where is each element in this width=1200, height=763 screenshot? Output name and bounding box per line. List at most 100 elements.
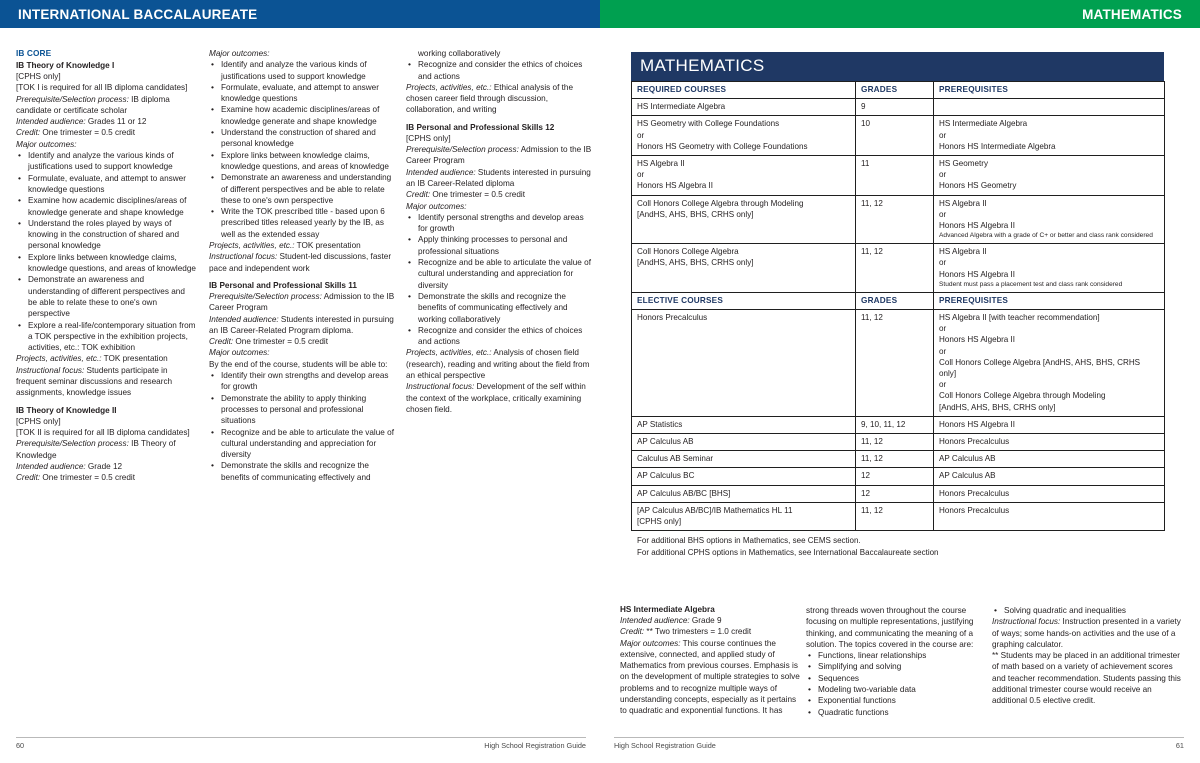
course-table: REQUIRED COURSES GRADES PREREQUISITES HS… (631, 80, 1165, 532)
cell-prerequisite-note: Student must pass a placement test and c… (939, 280, 1123, 288)
page-gutter-divider (600, 28, 601, 763)
cell-course-name: AP Calculus AB (631, 433, 856, 452)
value-instructional-focus: Student-led discussions, faster pace and… (209, 252, 392, 273)
value-intended-audience: Grade 12 (85, 461, 123, 471)
table-head-required: REQUIRED COURSES GRADES PREREQUISITES (631, 80, 1165, 100)
course-title-pps11: IB Personal and Professional Skills 11 (209, 280, 357, 290)
label-instructional-focus: Instructional focus: (406, 382, 475, 392)
cell-prerequisites: AP Calculus AB (933, 467, 1165, 486)
list-item: Apply thinking processes to personal and… (406, 234, 592, 257)
list-item: Demonstrate the ability to apply thinkin… (209, 393, 395, 427)
list-item: Formulate, evaluate, and attempt to answ… (209, 82, 395, 105)
cell-grades: 9 (855, 98, 934, 117)
value-projects: TOK presentation (101, 354, 168, 364)
label-major-outcomes: Major outcomes: (16, 139, 77, 149)
outcomes-list-pps12: Identify personal strengths and develop … (406, 212, 592, 348)
course-tok1-cphs-note: [CPHS only] (16, 72, 61, 81)
label-prerequisite: Prerequisite/Selection process: (16, 94, 129, 104)
footer-text-left: High School Registration Guide (484, 741, 586, 750)
list-item: Quadratic functions (806, 707, 986, 719)
footer-rule-left (16, 737, 586, 738)
mathematics-course-table: MATHEMATICS REQUIRED COURSES GRADES PRER… (631, 52, 1165, 558)
value-credit: One trimester = 0.5 credit (40, 128, 136, 138)
cell-grades: 11, 12 (855, 433, 934, 452)
cell-course-name: HS Geometry with College Foundations or Ho… (631, 115, 856, 157)
outcomes-list-tok2: Identify and analyze the various kinds o… (209, 59, 395, 240)
list-item: Formulate, evaluate, and attempt to answ… (16, 173, 196, 196)
continued-outcomes-text: strong threads woven throughout the cour… (806, 606, 974, 649)
label-projects: Projects, activities, etc.: (406, 82, 492, 92)
label-projects: Projects, activities, etc.: (209, 241, 295, 251)
label-prerequisite: Prerequisite/Selection process: (16, 439, 129, 449)
label-major-outcomes: Major outcomes: (209, 49, 270, 58)
continued-text-collaboratively: working collaboratively (418, 49, 501, 58)
outcomes-intro-pps11: By the end of the course, students will … (209, 359, 388, 369)
header-bar-right: MATHEMATICS (600, 0, 1200, 28)
list-item: Demonstrate an awareness and understandi… (16, 274, 196, 319)
list-item: Recognize and consider the ethics of cho… (406, 59, 592, 82)
header-title-right: MATHEMATICS (1082, 6, 1182, 22)
cell-grades: 11, 12 (855, 194, 934, 245)
list-item: Identify and analyze the various kinds o… (209, 59, 395, 82)
column-header-prerequisites: PREREQUISITES (933, 80, 1165, 100)
label-projects: Projects, activities, etc.: (16, 354, 102, 364)
list-item: Functions, linear relationships (806, 650, 986, 662)
footer-text-right: High School Registration Guide (614, 741, 716, 750)
value-projects: TOK presentation (294, 241, 361, 251)
label-instructional-focus: Instructional focus: (209, 252, 278, 262)
value-projects: Ethical analysis of the chosen career fi… (406, 82, 574, 115)
course-title-tok1: IB Theory of Knowledge I (16, 61, 115, 70)
value-credit: ** Two trimesters = 1.0 credit (644, 627, 752, 637)
cell-course-name: Coll Honors College Algebra [AndHS, AHS, … (631, 243, 856, 293)
value-prerequisite: IB Theory of Knowledge (16, 439, 176, 460)
cell-prerequisites: Honors Precalculus (933, 433, 1165, 452)
cell-prerequisites: HS Algebra II [with teacher recommendati… (933, 309, 1165, 417)
table-note: For additional BHS options in Mathematic… (637, 536, 861, 546)
label-intended-audience: Intended audience: (209, 314, 279, 324)
value-intended-audience: Grade 9 (689, 616, 722, 625)
table-footnotes: For additional BHS options in Mathematic… (637, 535, 1164, 558)
list-item: Demonstrate an awareness and understandi… (209, 172, 395, 206)
list-item: Demonstrate the skills and recognize the… (209, 460, 395, 483)
list-item: Simplifying and solving (806, 661, 986, 673)
course-pps12-cphs-note: [CPHS only] (406, 133, 451, 143)
value-instructional-focus: Instruction presented in a variety of wa… (992, 617, 1181, 649)
cell-grades: 12 (855, 484, 934, 503)
table-header-row: ELECTIVE COURSES GRADES PREREQUISITES (631, 291, 1165, 311)
table-row: Coll Honors College Algebra [AndHS, AHS, … (631, 243, 1165, 293)
label-credit: Credit: (406, 190, 431, 200)
label-major-outcomes: Major outcomes: (209, 348, 270, 358)
table-row: Coll Honors College Algebra through Mode… (631, 194, 1165, 245)
list-item: Identify and analyze the various kinds o… (16, 150, 196, 173)
column-header-grades: GRADES (855, 291, 934, 311)
list-item: Recognize and be able to articulate the … (209, 427, 395, 461)
table-row: HS Intermediate Algebra 9 (631, 98, 1165, 117)
cell-prerequisites: HS Intermediate Algebra or Honors HS Inter… (933, 115, 1165, 157)
label-intended-audience: Intended audience: (16, 461, 86, 471)
table-row: AP Calculus AB 11, 12 Honors Precalculus (631, 433, 1165, 452)
cell-prerequisites: HS Algebra II or Honors HS Algebra II Advan… (933, 194, 1165, 245)
cell-course-name: [AP Calculus AB/BC]/IB Mathematics HL 11… (631, 501, 856, 532)
cell-grades: 11, 12 (855, 243, 934, 293)
list-item: Demonstrate the skills and recognize the… (406, 291, 592, 325)
double-asterisk-note: ** Students may be placed in an addition… (992, 651, 1181, 706)
column-header-prerequisites: PREREQUISITES (933, 291, 1165, 311)
course-title-hs-intermediate-algebra: HS Intermediate Algebra (620, 605, 715, 614)
cell-course-name: HS Intermediate Algebra (631, 98, 856, 117)
course-tok2-required-note: [TOK II is required for all IB diploma c… (16, 427, 190, 437)
topics-list-continued: Solving quadratic and inequalities (992, 605, 1184, 617)
list-item: Understand the construction of shared an… (209, 127, 395, 150)
value-intended-audience: Students interested in pursuing an IB Ca… (406, 167, 591, 188)
value-instructional-focus: Development of the self within the conte… (406, 382, 586, 414)
value-credit: One trimester = 0.5 credit (430, 190, 526, 200)
label-intended-audience: Intended audience: (620, 616, 690, 625)
label-major-outcomes: Major outcomes: (406, 201, 467, 211)
table-banner-title: MATHEMATICS (631, 52, 1164, 81)
label-major-outcomes: Major outcomes: (620, 638, 681, 648)
list-item: Explore links between knowledge claims, … (16, 252, 196, 275)
cell-grades: 11 (855, 155, 934, 196)
list-item: Modeling two-variable data (806, 684, 986, 696)
value-intended-audience: Students interested in pursuing an IB Ca… (209, 314, 394, 335)
right-column-3: Solving quadratic and inequalities Instr… (992, 605, 1184, 707)
